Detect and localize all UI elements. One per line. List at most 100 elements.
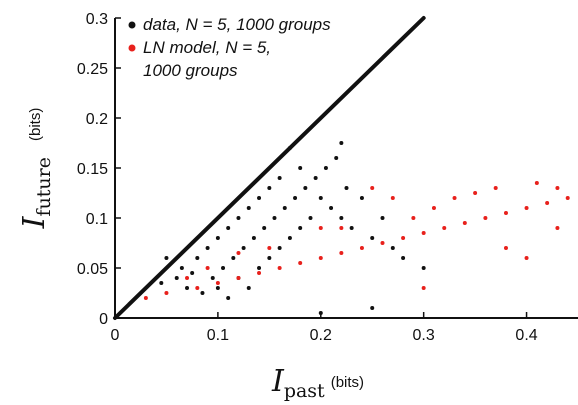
x-tick-label: 0.4	[515, 327, 537, 344]
point-s1-27	[411, 216, 416, 220]
legend-label-1: 1000 groups	[143, 61, 238, 80]
point-s0-36	[303, 186, 308, 190]
point-s0-30	[282, 206, 287, 210]
point-s0-2	[174, 276, 179, 280]
point-s1-21	[534, 181, 539, 185]
y-tick-label: 0.2	[86, 111, 108, 128]
point-s1-31	[503, 246, 508, 250]
axes	[114, 17, 578, 319]
point-s1-29	[370, 186, 375, 190]
point-s0-1	[164, 256, 169, 260]
point-s0-6	[195, 256, 200, 260]
point-s0-49	[380, 216, 385, 220]
point-s1-23	[493, 186, 498, 190]
point-s0-14	[226, 296, 231, 300]
point-s1-9	[339, 251, 344, 255]
point-s1-5	[257, 271, 262, 275]
point-s0-44	[339, 216, 344, 220]
point-s1-34	[318, 226, 323, 230]
point-s0-8	[205, 246, 210, 250]
point-s0-45	[344, 186, 349, 190]
point-s1-19	[545, 201, 550, 205]
point-s0-21	[251, 236, 256, 240]
point-s1-30	[421, 286, 426, 290]
point-s1-20	[565, 196, 570, 200]
point-s1-8	[318, 256, 323, 260]
y-tick-label: 0.1	[86, 211, 108, 228]
point-s1-26	[431, 206, 436, 210]
legend-marker-0	[128, 21, 136, 29]
point-s1-32	[524, 256, 529, 260]
tick-labels: 0 0.1 0.2 0.3 0.4 0 0.05 0.1 0.15 0.2 0.25 0.3	[77, 11, 538, 344]
point-s0-12	[221, 266, 226, 270]
point-s0-5	[190, 271, 195, 275]
point-s0-47	[359, 196, 364, 200]
point-s0-9	[210, 276, 215, 280]
x-tick-label: 0.1	[207, 327, 229, 344]
y-tick-label: 0.3	[86, 11, 108, 28]
point-s0-26	[267, 256, 272, 260]
point-s1-0	[143, 296, 148, 300]
x-tick-label: 0.2	[310, 327, 332, 344]
point-s1-2	[195, 286, 200, 290]
point-s0-22	[257, 196, 262, 200]
y-tick-label: 0.25	[77, 61, 108, 78]
y-tick-label: 0.15	[77, 161, 108, 178]
point-s0-27	[272, 216, 277, 220]
point-s1-17	[503, 211, 508, 215]
point-s0-41	[329, 206, 334, 210]
y-axis-label: Ifuture(bits)	[17, 108, 55, 230]
point-s0-53	[370, 306, 375, 310]
point-s0-13	[226, 226, 231, 230]
legend-label-1: LN model, N = 5,	[143, 38, 271, 57]
point-s1-7	[298, 261, 303, 265]
point-s1-10	[359, 246, 364, 250]
x-tick-label: 0.3	[413, 327, 435, 344]
x-axis-label: Ipast (bits)	[271, 364, 364, 402]
y-tick-label: 0.05	[77, 261, 108, 278]
point-s0-15	[231, 256, 236, 260]
identity-line	[113, 16, 426, 320]
point-s1-36	[267, 246, 272, 250]
point-s0-33	[293, 196, 298, 200]
point-s1-6	[277, 266, 282, 270]
point-s0-0	[159, 281, 164, 285]
point-s0-20	[246, 286, 251, 290]
point-s0-16	[236, 216, 241, 220]
point-s1-13	[421, 231, 426, 235]
point-s0-40	[323, 166, 328, 170]
point-s0-43	[339, 141, 344, 145]
point-s1-22	[555, 186, 560, 190]
point-s1-39	[185, 276, 190, 280]
point-s0-25	[267, 186, 272, 190]
point-s1-14	[442, 226, 447, 230]
point-s1-11	[380, 241, 385, 245]
point-s0-39	[318, 196, 323, 200]
point-s1-18	[524, 206, 529, 210]
points-layer	[143, 141, 570, 315]
point-s0-46	[349, 226, 354, 230]
point-s1-12	[401, 236, 406, 240]
point-s1-4	[236, 276, 241, 280]
point-s0-23	[257, 266, 262, 270]
point-s0-37	[308, 216, 313, 220]
point-s0-32	[287, 236, 292, 240]
point-s0-4	[185, 286, 190, 290]
point-s0-34	[298, 166, 303, 170]
point-s0-28	[277, 176, 282, 180]
point-s1-16	[483, 216, 488, 220]
point-s0-50	[390, 246, 395, 250]
point-s0-18	[241, 246, 246, 250]
legend: data, N = 5, 1000 groups LN model, N = 5,…	[128, 15, 331, 80]
point-s0-29	[277, 246, 282, 250]
point-s1-37	[236, 251, 241, 255]
point-s1-25	[452, 196, 457, 200]
point-s0-24	[262, 226, 267, 230]
point-s1-35	[339, 226, 344, 230]
point-s1-38	[205, 266, 210, 270]
y-axis-label-group: Ifuture(bits)	[17, 108, 55, 230]
legend-marker-1	[128, 44, 136, 52]
y-tick-label: 0	[99, 311, 108, 328]
point-s1-3	[215, 281, 220, 285]
